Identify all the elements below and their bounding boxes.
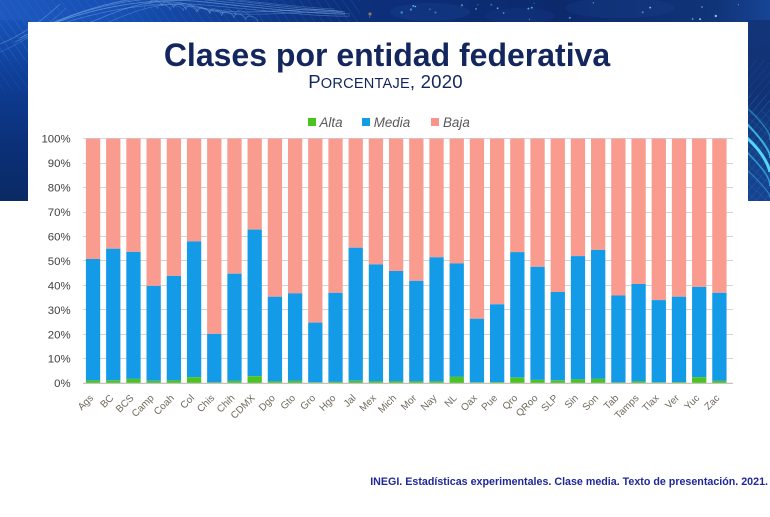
svg-text:Hgo: Hgo	[318, 393, 339, 414]
svg-text:10%: 10%	[48, 354, 71, 366]
svg-text:Mex: Mex	[358, 393, 379, 414]
svg-text:Oax: Oax	[459, 393, 480, 414]
svg-text:Son: Son	[581, 393, 601, 413]
svg-text:Nay: Nay	[419, 393, 439, 413]
svg-text:80%: 80%	[48, 182, 71, 194]
svg-text:Yuc: Yuc	[683, 393, 703, 413]
svg-text:20%: 20%	[48, 329, 71, 341]
svg-text:0%: 0%	[54, 378, 70, 390]
svg-text:QRoo: QRoo	[514, 393, 541, 420]
svg-text:100%: 100%	[41, 134, 70, 146]
svg-text:Ver: Ver	[664, 392, 683, 411]
svg-text:40%: 40%	[48, 280, 71, 292]
svg-text:Zac: Zac	[703, 393, 723, 413]
svg-text:Mor: Mor	[399, 392, 419, 412]
svg-text:Camp: Camp	[130, 393, 157, 420]
svg-text:50%: 50%	[48, 256, 71, 268]
svg-text:Gro: Gro	[299, 393, 319, 413]
svg-text:NL: NL	[443, 393, 460, 410]
svg-text:Dgo: Dgo	[257, 393, 278, 414]
svg-text:Mich: Mich	[376, 393, 399, 416]
svg-text:70%: 70%	[48, 207, 71, 219]
svg-text:Jal: Jal	[342, 393, 359, 410]
svg-text:90%: 90%	[48, 158, 71, 170]
svg-text:Coah: Coah	[152, 393, 177, 418]
svg-text:Chis: Chis	[195, 393, 217, 415]
svg-text:60%: 60%	[48, 231, 71, 243]
svg-text:SLP: SLP	[540, 393, 561, 414]
svg-text:Col: Col	[179, 393, 197, 411]
svg-text:Ags: Ags	[76, 393, 96, 413]
svg-text:Sin: Sin	[563, 393, 581, 411]
svg-text:Tlax: Tlax	[641, 393, 662, 414]
svg-text:Gto: Gto	[279, 393, 298, 412]
svg-text:Pue: Pue	[480, 393, 501, 414]
svg-text:30%: 30%	[48, 305, 71, 317]
